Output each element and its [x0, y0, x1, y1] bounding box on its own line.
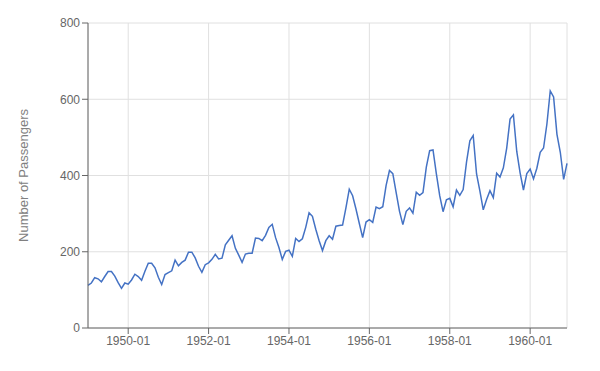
svg-text:1960-01: 1960-01	[508, 334, 552, 348]
svg-text:1958-01: 1958-01	[428, 334, 472, 348]
svg-text:400: 400	[60, 169, 80, 183]
svg-text:1952-01: 1952-01	[187, 334, 231, 348]
svg-text:800: 800	[60, 16, 80, 30]
svg-text:1954-01: 1954-01	[267, 334, 311, 348]
svg-text:0: 0	[73, 321, 80, 335]
svg-text:200: 200	[60, 245, 80, 259]
svg-text:1956-01: 1956-01	[347, 334, 391, 348]
svg-text:600: 600	[60, 93, 80, 107]
svg-text:1950-01: 1950-01	[106, 334, 150, 348]
svg-text:Number of Passengers: Number of Passengers	[16, 109, 31, 242]
